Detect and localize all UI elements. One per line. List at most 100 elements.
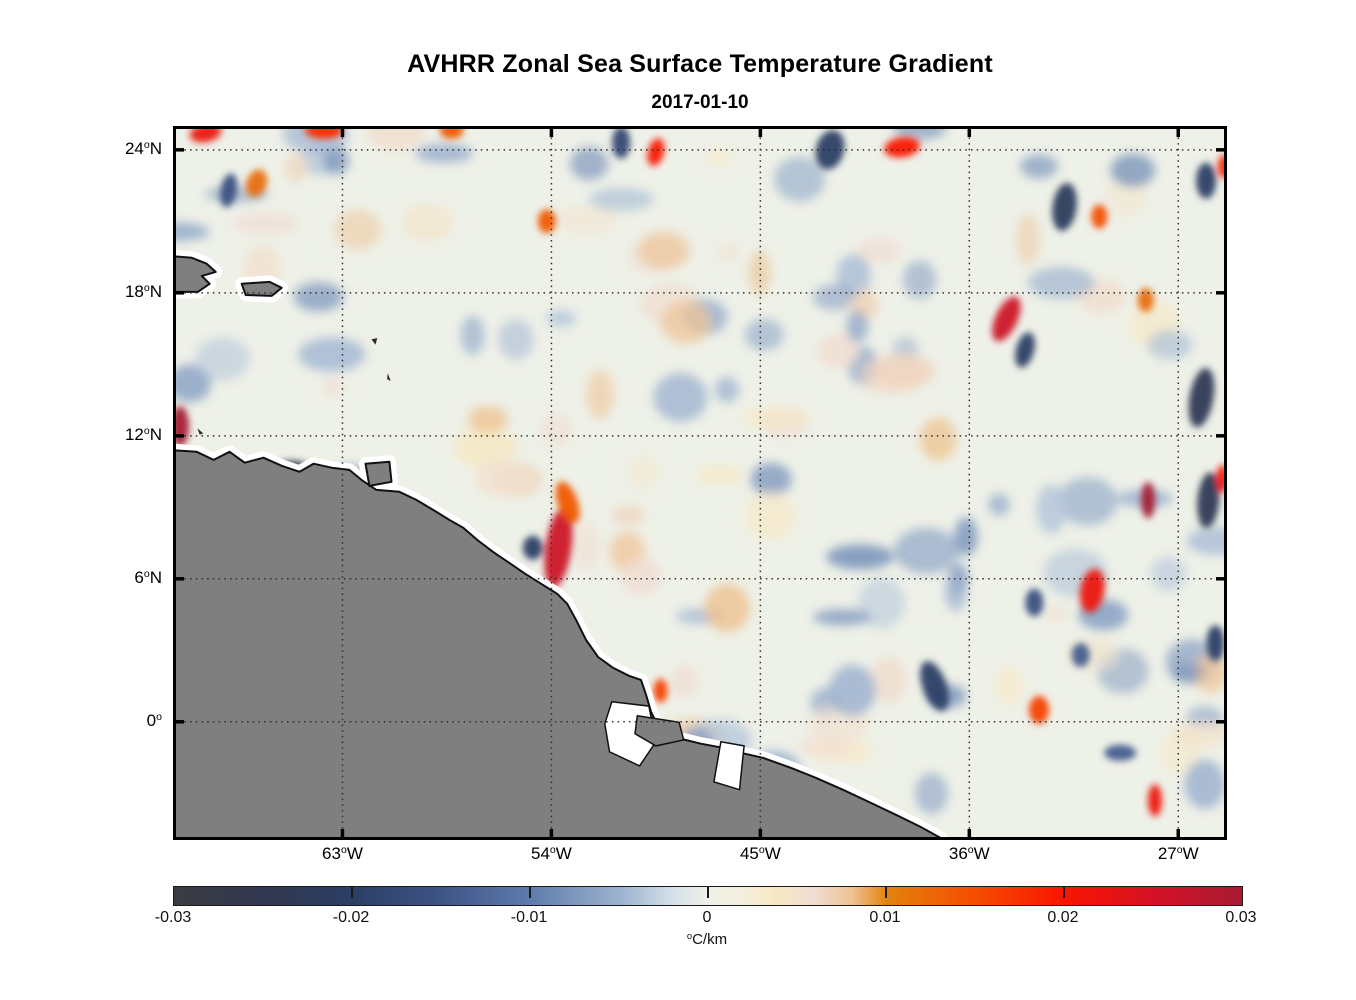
colorbar-tick-label: 0.03 [1225, 909, 1257, 926]
noise-blob [774, 156, 826, 202]
y-tick-label: 12oN [124, 424, 162, 444]
small-island [387, 373, 391, 381]
colorbar-tick-mark [885, 887, 887, 898]
noise-blob [1016, 213, 1041, 266]
colorbar-tick-label: 0 [702, 909, 712, 926]
noise-blob [745, 492, 796, 541]
noise-blob [856, 237, 902, 264]
anomaly-blob [992, 296, 1021, 342]
noise-blob [546, 310, 576, 328]
noise-blob [1110, 153, 1156, 188]
noise-blob [556, 205, 618, 235]
anomaly-blob [220, 173, 238, 208]
colorbar-tick-mark [529, 887, 531, 898]
noise-blob [231, 211, 300, 236]
noise-blob [715, 376, 739, 403]
noise-blob [812, 284, 856, 311]
noise-blob [893, 527, 960, 574]
anomaly-blob [920, 661, 949, 711]
noise-blob [1186, 526, 1227, 556]
page-title: AVHRR Zonal Sea Surface Temperature Grad… [407, 50, 993, 78]
anomaly-blob [1188, 368, 1215, 428]
noise-blob [498, 319, 534, 360]
noise-blob [653, 372, 708, 422]
noise-blob [954, 517, 978, 556]
x-tick-label: 54oW [530, 844, 572, 863]
noise-blob [572, 520, 601, 572]
noise-blob [626, 455, 660, 490]
noise-blob [704, 583, 750, 633]
anomaly-blob [1071, 643, 1090, 668]
noise-blob [453, 426, 515, 468]
anomaly-blob [1206, 625, 1225, 662]
noise-blob [365, 126, 426, 152]
anomaly-blob [653, 678, 668, 703]
noise-blob [797, 734, 851, 757]
noise-blob [1027, 266, 1095, 299]
noise-blob [660, 300, 711, 345]
noise-blob [540, 413, 573, 448]
noise-blob [741, 405, 810, 430]
noise-blob [298, 337, 366, 372]
noise-blob [1020, 154, 1058, 179]
noise-blob [322, 377, 344, 397]
anomaly-blob [1091, 204, 1108, 229]
noise-blob [1193, 653, 1227, 693]
noise-blob [401, 203, 454, 242]
noise-blob [871, 354, 936, 389]
y-tick-label: 0o [146, 710, 162, 730]
anomaly-blob [1029, 695, 1049, 724]
x-tick-label: 27oW [1157, 844, 1199, 863]
x-tick-label: 63oW [322, 844, 363, 863]
noise-blob [293, 282, 344, 312]
anomaly-blob [1079, 568, 1105, 613]
noise-blob [285, 153, 307, 183]
noise-blob [749, 250, 771, 296]
noise-blob [1171, 662, 1203, 683]
noise-blob [994, 666, 1025, 707]
noise-blob [813, 609, 872, 626]
anomaly-blob [1052, 183, 1077, 231]
anomaly-blob [1148, 784, 1162, 817]
noise-blob [1147, 329, 1193, 360]
noise-blob [588, 187, 654, 211]
x-tick-label: 36oW [948, 844, 990, 863]
noise-blob [892, 126, 947, 140]
puerto-rico-land [240, 280, 283, 297]
noise-blob [468, 406, 508, 433]
colorbar [173, 886, 1243, 906]
anomaly-blob [439, 126, 464, 139]
noise-blob [988, 493, 1010, 516]
y-tick-label: 18oN [124, 281, 162, 301]
anomaly-blob [555, 481, 580, 524]
noise-blob [1184, 759, 1226, 810]
anomaly-blob [1104, 744, 1137, 761]
plot-frame [173, 126, 1227, 840]
anomaly-blob [612, 126, 631, 159]
anomaly-blob [304, 126, 343, 139]
anomaly-blob [884, 137, 920, 158]
noise-blob [846, 310, 869, 343]
marajo-island [634, 714, 685, 747]
noise-blob [944, 572, 967, 612]
noise-blob [914, 772, 949, 815]
land-masses [173, 255, 944, 840]
noise-blob [828, 664, 876, 717]
small-island [197, 428, 204, 435]
colorbar-tick-label: -0.01 [510, 909, 548, 926]
noise-blob [716, 242, 741, 262]
noise-blob [871, 657, 907, 704]
anomaly-blob [1137, 288, 1154, 312]
noise-blob [671, 665, 699, 698]
noise-blob [1150, 556, 1186, 591]
noise-blob [744, 319, 784, 351]
noise-blob [460, 315, 485, 356]
colorbar-tick-label: 0.01 [869, 909, 901, 926]
noise-blob [1170, 722, 1227, 747]
colorbar-tick-mark [351, 887, 353, 898]
anomaly-blob [1197, 472, 1220, 529]
noise-blob [902, 260, 937, 299]
anomaly-blob [1015, 332, 1035, 368]
colorbar-tick-label: 0.02 [1047, 909, 1079, 926]
